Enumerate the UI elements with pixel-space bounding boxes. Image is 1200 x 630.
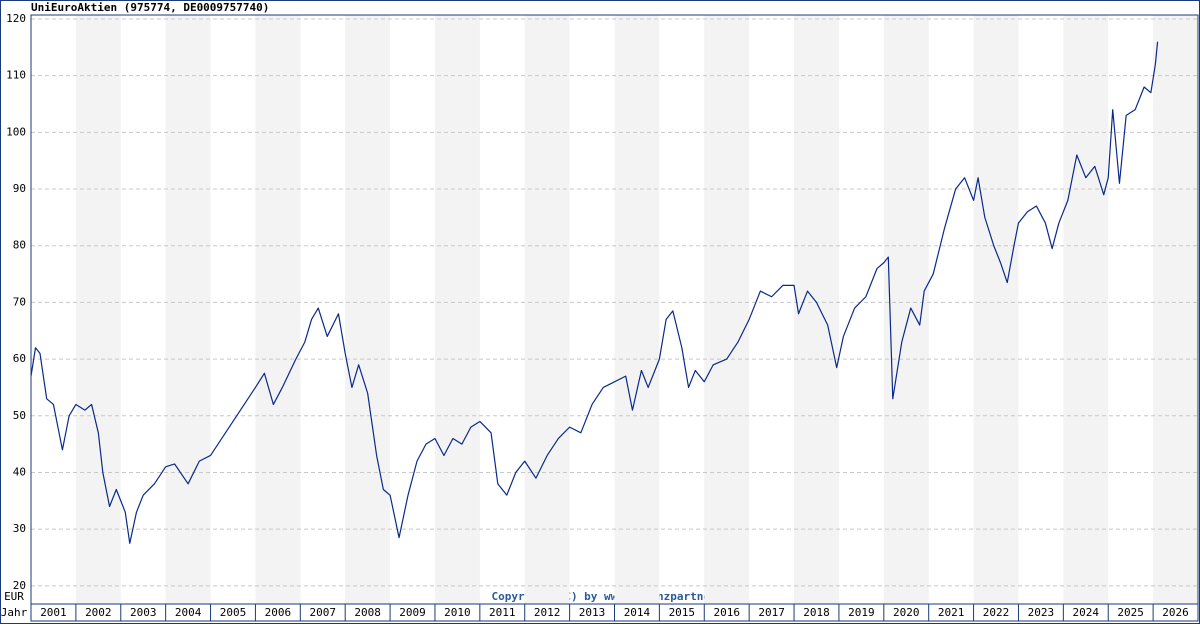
x-tick-label: 2006	[265, 606, 292, 619]
y-tick-label: 80	[13, 239, 26, 252]
y-tick-label: 90	[13, 182, 26, 195]
y-tick-label: 50	[13, 409, 26, 422]
x-tick-label: 2021	[938, 606, 965, 619]
x-tick-label: 2005	[220, 606, 247, 619]
x-tick-label: 2003	[130, 606, 157, 619]
x-tick-label: 2018	[803, 606, 830, 619]
x-tick-label: 2015	[669, 606, 696, 619]
year-band	[794, 15, 839, 604]
x-tick-label: 2009	[399, 606, 426, 619]
y-tick-label: 120	[6, 12, 26, 25]
x-tick-label: 2025	[1117, 606, 1144, 619]
x-tick-label: 2010	[444, 606, 471, 619]
x-tick-label: 2017	[758, 606, 785, 619]
chart-title: UniEuroAktien (975774, DE0009757740)	[31, 1, 269, 14]
x-tick-label: 2026	[1162, 606, 1189, 619]
x-tick-label: 2023	[1028, 606, 1055, 619]
y-unit: EUR	[4, 590, 24, 603]
x-tick-label: 2007	[310, 606, 337, 619]
year-band	[1153, 15, 1198, 604]
x-tick-label: 2020	[893, 606, 920, 619]
price-line	[30, 41, 1159, 544]
year-band	[614, 15, 660, 604]
plot-frame	[30, 14, 1199, 622]
y-tick-label: 110	[6, 69, 26, 82]
x-tick-label: 2002	[85, 606, 112, 619]
x-tick-label: 2016	[713, 606, 740, 619]
y-tick-label: 70	[13, 295, 26, 308]
year-band	[524, 15, 570, 604]
year-band	[1063, 15, 1109, 604]
x-tick-label: 2024	[1073, 606, 1100, 619]
year-band	[973, 15, 1019, 604]
y-tick-label: 30	[13, 522, 26, 535]
x-tick-label: 2004	[175, 606, 202, 619]
x-tick-label: 2001	[40, 606, 67, 619]
y-tick-label: 60	[13, 352, 26, 365]
x-label: Jahr	[1, 606, 28, 619]
y-tick-label: 20	[13, 579, 26, 592]
x-tick-label: 2012	[534, 606, 561, 619]
x-tick-label: 2013	[579, 606, 606, 619]
year-band	[704, 15, 750, 604]
x-tick-label: 2008	[354, 606, 381, 619]
x-tick-label: 2011	[489, 606, 516, 619]
year-band	[75, 15, 121, 604]
year-band	[345, 15, 391, 604]
y-tick-label: 100	[6, 125, 26, 138]
year-band	[434, 15, 480, 604]
x-tick-label: 2019	[848, 606, 875, 619]
y-tick-label: 40	[13, 465, 26, 478]
year-band	[255, 15, 301, 604]
year-band	[165, 15, 211, 604]
x-tick-label: 2014	[624, 606, 651, 619]
x-tick-label: 2022	[983, 606, 1010, 619]
